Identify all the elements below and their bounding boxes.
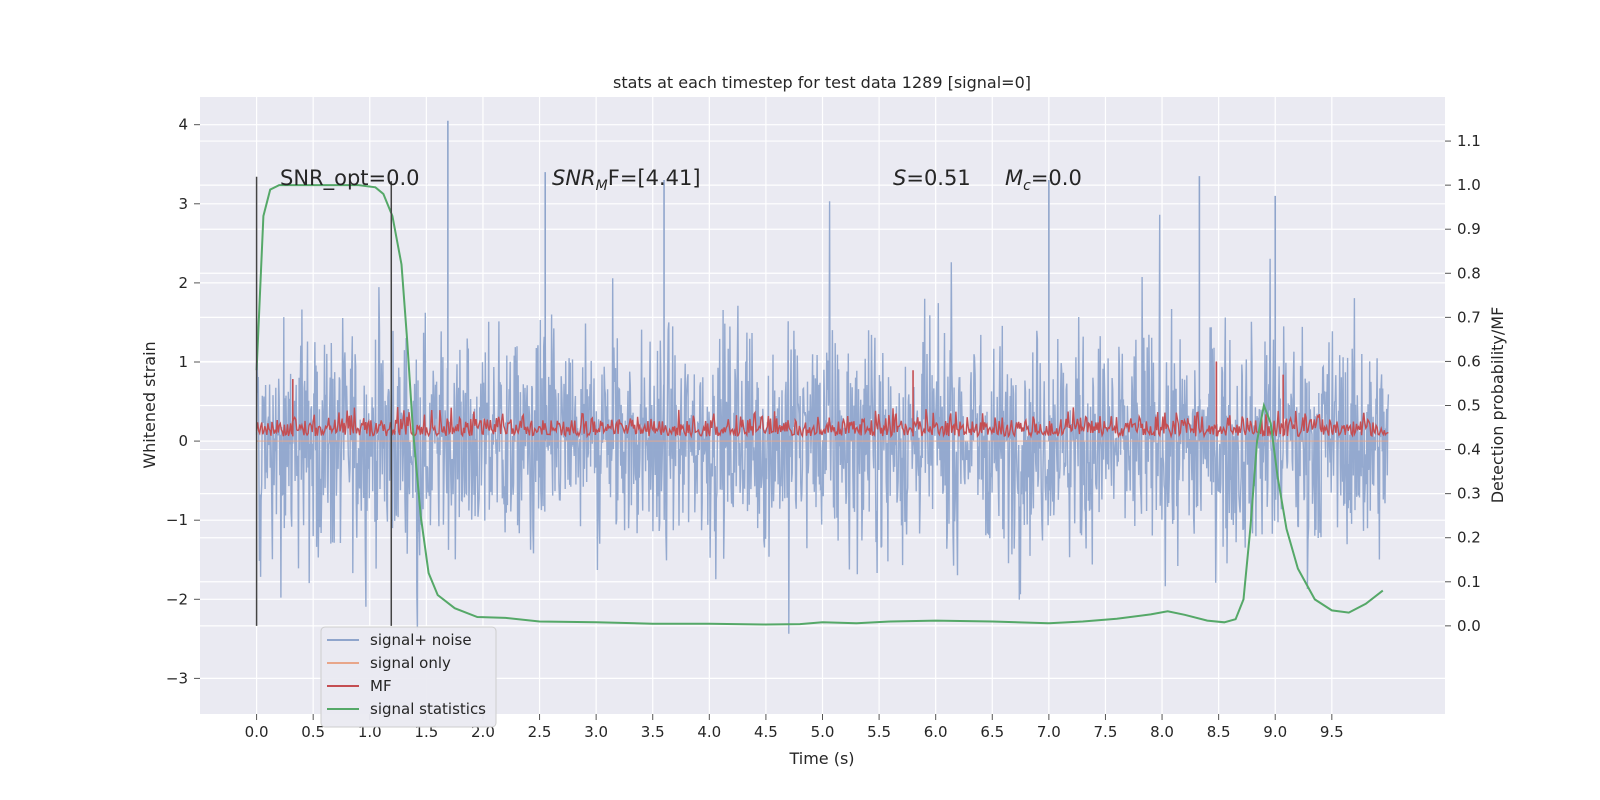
y-left-axis-ticks: −3 −2 −1 0 1 2 3 4 — [166, 116, 200, 687]
chart-title: stats at each timestep for test data 128… — [613, 73, 1031, 92]
y-right-tick-label: 0.5 — [1457, 397, 1481, 415]
series-line-mf — [255, 406, 1389, 439]
series-signal-statistics — [255, 184, 1384, 626]
y-right-tick-label: 0.3 — [1457, 485, 1481, 503]
x-axis-ticks: 0.0 0.5 1.0 1.5 2.0 2.5 3.0 3.5 4.0 4.5 5.0 5.5 6.0 6… — [245, 714, 1344, 741]
x-tick-label: 4.0 — [697, 723, 721, 741]
legend-box — [320, 626, 497, 728]
legend-label-signal-noise: signal+ noise — [370, 631, 472, 649]
x-tick-label: 7.5 — [1094, 723, 1118, 741]
y-right-tick-label: 0.6 — [1457, 352, 1481, 370]
x-tick-label: 9.0 — [1263, 723, 1287, 741]
y-right-tick-label: 0.7 — [1457, 308, 1481, 326]
y-left-tick-label: −1 — [166, 511, 188, 529]
y-left-tick-label: 0 — [178, 432, 188, 450]
x-tick-label: 0.0 — [245, 723, 269, 741]
legend-label-mf: MF — [370, 677, 392, 695]
annotation-s: S=0.51 — [893, 166, 971, 190]
x-tick-label: 3.5 — [641, 723, 665, 741]
series-line-signal-statistics — [255, 184, 1384, 626]
x-tick-label: 6.5 — [980, 723, 1004, 741]
x-tick-label: 5.0 — [811, 723, 835, 741]
x-tick-label: 6.0 — [924, 723, 948, 741]
y-right-axis-label: Detection probability/MF — [1488, 307, 1507, 504]
annotation-snr-opt: SNR_opt=0.0 — [280, 166, 420, 191]
y-right-tick-label: 0.8 — [1457, 264, 1481, 282]
y-left-axis-label: Whitened strain — [140, 341, 159, 468]
legend-label-signal-statistics: signal statistics — [370, 700, 486, 718]
x-tick-label: 9.5 — [1320, 723, 1344, 741]
x-tick-label: 5.5 — [867, 723, 891, 741]
y-right-tick-label: 1.0 — [1457, 176, 1481, 194]
annotation-mc: Mc=0.0 — [1005, 166, 1082, 194]
y-right-tick-label: 0.2 — [1457, 529, 1481, 547]
x-tick-label: 8.5 — [1207, 723, 1231, 741]
x-tick-label: 3.0 — [584, 723, 608, 741]
x-tick-label: 0.5 — [301, 723, 325, 741]
y-left-tick-label: 2 — [178, 274, 188, 292]
legend-label-signal-only: signal only — [370, 654, 451, 672]
x-tick-label: 4.5 — [754, 723, 778, 741]
y-right-tick-label: 1.1 — [1457, 132, 1481, 150]
legend: signal+ noise signal only MF signal stat… — [320, 626, 497, 728]
y-right-axis-ticks: 0.0 0.1 0.2 0.3 0.4 0.5 0.6 0.7 0.8 0.9 1.0 1.1 — [1445, 132, 1481, 635]
y-left-tick-label: 1 — [178, 353, 188, 371]
series-mf — [255, 361, 1389, 439]
x-tick-label: 7.0 — [1037, 723, 1061, 741]
y-right-tick-label: 0.4 — [1457, 441, 1481, 459]
annotation-snr-mf: SNRMF=[4.41] — [552, 166, 701, 194]
y-left-tick-label: 4 — [178, 116, 188, 134]
y-right-tick-label: 0.1 — [1457, 573, 1481, 591]
y-left-tick-label: −2 — [166, 590, 188, 608]
x-axis-label: Time (s) — [788, 749, 854, 768]
series-signal-noise — [255, 120, 1390, 634]
y-right-tick-label: 0.9 — [1457, 220, 1481, 238]
y-left-tick-label: 3 — [178, 195, 188, 213]
y-left-tick-label: −3 — [166, 669, 188, 687]
x-tick-label: 8.0 — [1150, 723, 1174, 741]
x-tick-label: 2.5 — [528, 723, 552, 741]
y-right-tick-label: 0.0 — [1457, 617, 1481, 635]
vertical-markers — [255, 176, 393, 626]
